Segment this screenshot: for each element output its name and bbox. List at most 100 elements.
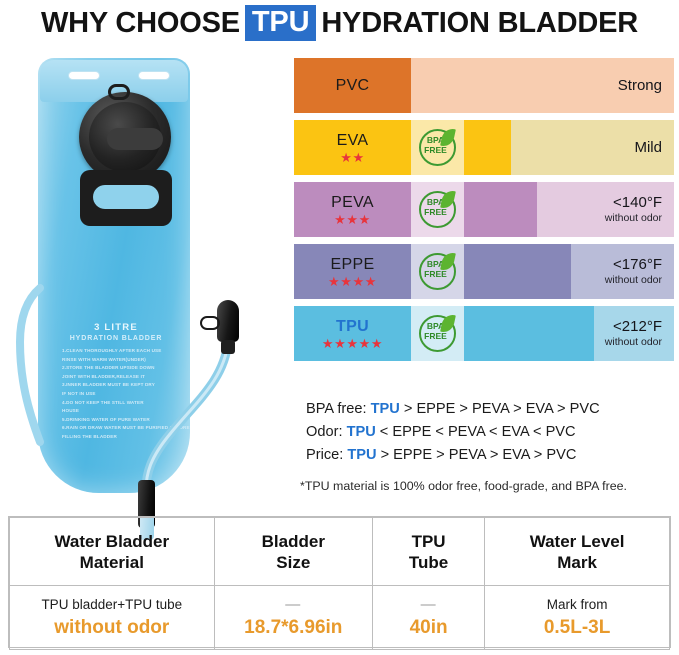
instruction-line: RINSE WITH WARM WATER(UNDER)	[62, 356, 146, 362]
ranking-rest: > EPPE > PEVA > EVA > PVC	[376, 447, 577, 463]
material-rating-stars: ★★★★★	[321, 335, 384, 351]
spec-header-size: Bladder Size	[213, 517, 373, 586]
page-title: WHY CHOOSE TPU HYDRATION BLADDER	[0, 2, 679, 44]
instruction-line: HOUSE	[62, 408, 80, 414]
material-note: <140°F without odor	[538, 182, 674, 237]
material-name: EVA	[336, 131, 369, 149]
material-name: TPU	[336, 317, 369, 335]
footnote-text: *TPU material is 100% odor free, food-gr…	[300, 479, 627, 493]
title-highlight-tpu: TPU	[244, 5, 317, 41]
spec-table-header-row: Water Bladder Material Bladder Size TPU …	[9, 517, 670, 586]
material-label-eva: EVA ★★	[294, 120, 411, 175]
bladder-printed-label: 3 LITRE HYDRATION BLADDER 1.CLEAN THOROU…	[62, 322, 190, 442]
note-sub-text: without odor	[604, 212, 662, 224]
bite-valve-loop	[200, 316, 220, 330]
bpa-label: BPA FREE	[424, 135, 447, 155]
bpa-free-cell: BPA FREE	[411, 306, 464, 361]
material-comparison-chart: PVC Strong EVA ★★ BPA FREE Mild PEVA ★★★ BPA FREE <…	[294, 58, 674, 368]
material-note: Strong	[464, 58, 674, 113]
instruction-line: 6.RAIN OR DRAW WATER MUST BE PURIFIED BE…	[62, 425, 190, 431]
note-main-text: Mild	[634, 139, 662, 156]
bpa-circle	[419, 253, 456, 290]
bladder-capacity-text: 3 LITRE	[94, 322, 138, 333]
spec-cell-water-level: Mark from 0.5L-3L	[484, 585, 670, 650]
material-bar-segment	[463, 182, 538, 237]
bpa-free-icon: BPA FREE	[419, 250, 456, 290]
material-note: <212°F without odor	[595, 306, 674, 361]
material-bar-segment	[463, 120, 511, 175]
instruction-line: 4.DO NOT KEEP THE STILL WATER	[62, 399, 144, 405]
bpa-circle	[419, 191, 456, 228]
bite-valve	[217, 300, 239, 342]
handle-hole	[93, 185, 159, 209]
spec-header-water-level: Water Level Mark	[484, 517, 670, 586]
title-prefix: WHY CHOOSE	[41, 6, 240, 39]
ranking-prefix: BPA free:	[306, 401, 371, 417]
ranking-highlight-tpu: TPU	[370, 401, 400, 417]
bpa-circle	[419, 129, 456, 166]
bpa-label: BPA FREE	[424, 259, 447, 279]
material-label-pvc: PVC	[294, 58, 411, 113]
spec-header-material: Water Bladder Material	[9, 517, 215, 586]
material-rating-stars: ★★★	[334, 211, 371, 227]
cap-tab	[108, 84, 130, 100]
material-rating-stars: ★★	[340, 149, 365, 165]
instruction-line: 2.STORE THE BLADDER UPSIDE DOWN	[62, 365, 155, 371]
spec-header-tube: TPU Tube	[371, 517, 486, 586]
bpa-free-icon: BPA FREE	[419, 188, 456, 228]
instruction-line: FILLING THE BLADDER	[62, 433, 117, 439]
bpa-label: BPA FREE	[424, 197, 447, 217]
hang-slot-right	[138, 71, 170, 80]
spec-table: Water Bladder Material Bladder Size TPU …	[8, 516, 671, 650]
cap-grip	[107, 128, 163, 150]
ranking-rest: > EPPE > PEVA > EVA > PVC	[399, 401, 600, 417]
hang-slot-left	[68, 71, 100, 80]
material-label-tpu: TPU ★★★★★	[294, 306, 411, 361]
spec-cell-tube: — 40in	[371, 585, 486, 650]
spec-table-row: TPU bladder+TPU tube without odor — 18.7…	[9, 585, 670, 650]
note-main-text: Strong	[617, 77, 662, 94]
note-sub-text: without odor	[604, 336, 662, 348]
ranking-line: Price: TPU > EPPE > PEVA > EVA > PVC	[306, 444, 676, 467]
note-main-text: <176°F	[613, 256, 662, 273]
instruction-line: JOINT WITH BLADDER,RELEASE IT	[62, 373, 145, 379]
ranking-line: Odor: TPU < EPPE < PEVA < EVA < PVC	[306, 421, 676, 444]
bpa-label: BPA FREE	[424, 321, 447, 341]
material-name: PEVA	[331, 193, 374, 211]
material-bar-segment	[463, 244, 572, 299]
material-name: EPPE	[330, 255, 375, 273]
ranking-rest: < EPPE < PEVA < EVA < PVC	[375, 424, 576, 440]
bladder-cap	[79, 92, 171, 182]
product-image: 3 LITRE HYDRATION BLADDER 1.CLEAN THOROU…	[10, 50, 288, 540]
bpa-free-cell	[411, 58, 464, 113]
spec-cell-material: TPU bladder+TPU tube without odor	[9, 585, 215, 650]
bite-valve-collar	[221, 340, 235, 354]
material-rating-stars: ★★★★	[327, 273, 378, 289]
material-note: Mild	[512, 120, 675, 175]
material-row: EPPE ★★★★ BPA FREE <176°F without odor	[294, 244, 674, 299]
bladder-handle	[80, 170, 172, 226]
material-row: PVC Strong	[294, 58, 674, 113]
material-row: EVA ★★ BPA FREE Mild	[294, 120, 674, 175]
material-bar-segment	[463, 306, 595, 361]
material-row: PEVA ★★★ BPA FREE <140°F without odor	[294, 182, 674, 237]
note-main-text: <140°F	[613, 194, 662, 211]
material-note: <176°F without odor	[572, 244, 674, 299]
note-main-text: <212°F	[613, 318, 662, 335]
spec-cell-size: — 18.7*6.96in	[213, 585, 373, 650]
bladder-instructions: 1.CLEAN THOROUGHLY AFTER EACH USE RINSE …	[62, 347, 190, 442]
bpa-free-cell: BPA FREE	[411, 182, 464, 237]
bpa-free-cell: BPA FREE	[411, 120, 464, 175]
bpa-circle	[419, 315, 456, 352]
cap-inner	[89, 102, 163, 172]
ranking-prefix: Price:	[306, 447, 348, 463]
instruction-line: 3.INNER BLADDER MUST BE KEPT DRY	[62, 382, 155, 388]
title-suffix: HYDRATION BLADDER	[321, 6, 638, 39]
note-sub-text: without odor	[604, 274, 662, 286]
material-row: TPU ★★★★★ BPA FREE <212°F without odor	[294, 306, 674, 361]
ranking-lines: BPA free: TPU > EPPE > PEVA > EVA > PVC O…	[306, 398, 676, 467]
bladder-name-text: HYDRATION BLADDER	[69, 335, 163, 342]
material-name: PVC	[335, 76, 370, 94]
material-label-eppe: EPPE ★★★★	[294, 244, 411, 299]
ranking-prefix: Odor:	[306, 424, 347, 440]
